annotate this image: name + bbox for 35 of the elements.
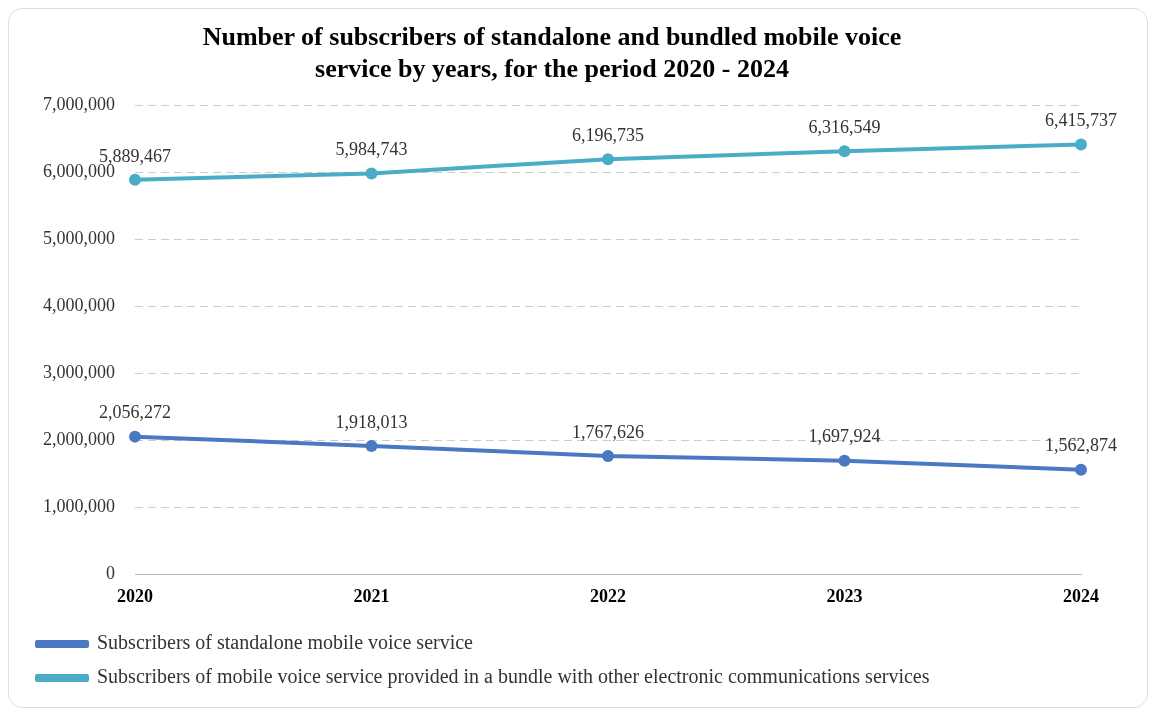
y-tick-label: 7,000,000 bbox=[43, 94, 115, 115]
x-tick-label: 2020 bbox=[117, 585, 153, 606]
y-tick-label: 5,000,000 bbox=[43, 228, 115, 249]
point bbox=[602, 449, 614, 462]
data-label: 1,767,626 bbox=[572, 421, 644, 442]
chart-title: Number of subscribers of standalone and bundled mobile voice service by years, for the period 2020 - 2024 bbox=[202, 22, 902, 83]
point bbox=[838, 145, 851, 158]
data-label: 1,697,924 bbox=[808, 426, 881, 447]
point bbox=[1075, 138, 1087, 151]
y-tick-label: 1,000,000 bbox=[43, 496, 115, 517]
point bbox=[129, 173, 141, 186]
x-tick-label: 2021 bbox=[353, 585, 390, 606]
point bbox=[129, 430, 141, 443]
legend-label: Subscribers of standalone mobile voice service bbox=[97, 631, 474, 654]
x-tick-label: 2024 bbox=[1063, 585, 1099, 606]
y-tick-label: 3,000,000 bbox=[43, 362, 115, 383]
data-label: 2,056,272 bbox=[99, 402, 171, 423]
y-tick-label: 2,000,000 bbox=[43, 429, 115, 450]
point bbox=[1075, 463, 1087, 476]
point bbox=[602, 153, 614, 166]
y-tick-label: 0 bbox=[106, 563, 115, 584]
data-label: 5,889,467 bbox=[99, 145, 171, 166]
data-label: 1,562,874 bbox=[1045, 435, 1117, 456]
legend-label: Subscribers of mobile voice service provided in a bundle with other electronic communications services bbox=[97, 665, 930, 689]
point bbox=[365, 439, 378, 452]
point bbox=[365, 167, 378, 180]
point bbox=[838, 454, 851, 467]
data-label: 1,918,013 bbox=[335, 411, 408, 432]
data-label: 6,316,549 bbox=[808, 116, 881, 137]
data-label: 6,196,735 bbox=[572, 124, 644, 145]
y-tick-label: 4,000,000 bbox=[43, 295, 115, 316]
x-tick-label: 2023 bbox=[826, 585, 863, 606]
data-label: 6,415,737 bbox=[1045, 110, 1117, 131]
data-label: 5,984,743 bbox=[335, 139, 408, 160]
x-tick-label: 2022 bbox=[590, 585, 626, 606]
